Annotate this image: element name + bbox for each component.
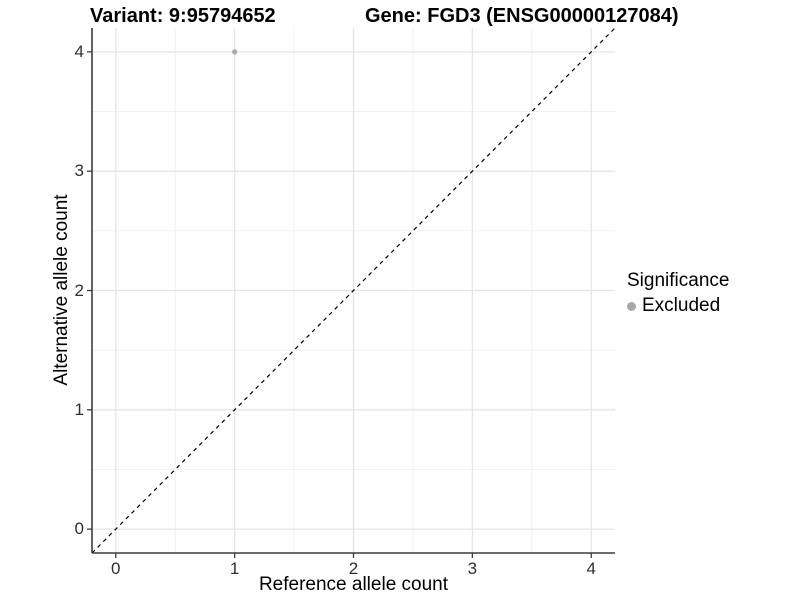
legend-item: Excluded [627,295,729,317]
y-tick-label: 0 [74,519,84,539]
x-tick-label: 0 [111,559,121,578]
legend-item-label: Excluded [642,295,721,316]
identity-dashed-line [91,27,616,554]
data-point [232,49,238,55]
x-tick-label: 4 [586,559,596,578]
y-axis-title: Alternative allele count [51,194,72,386]
y-tick-label: 2 [74,280,84,300]
legend-items: Excluded [627,295,729,317]
legend: Significance Excluded [627,270,729,317]
x-axis-title: Reference allele count [258,574,449,595]
plot-title-variant: Variant: 9:95794652 [90,5,276,27]
legend-key-dot-icon [627,301,636,311]
y-tick-label: 3 [74,161,84,181]
y-tick-label: 1 [74,399,84,419]
x-tick-label: 1 [229,559,240,578]
x-tick-label: 3 [467,559,478,578]
y-tick-label: 4 [74,41,84,61]
legend-title: Significance [627,270,730,291]
x-tick-label: 2 [348,559,359,578]
plot-title-gene: Gene: FGD3 (ENSG00000127084) [365,5,679,27]
